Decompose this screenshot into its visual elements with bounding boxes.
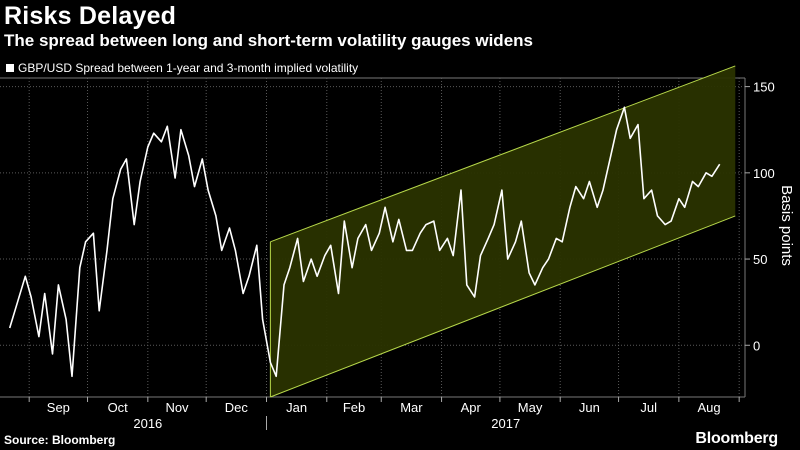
channel-lower-edge [270, 215, 736, 398]
x-tick-label: Apr [461, 400, 482, 415]
legend: GBP/USD Spread between 1-year and 3-mont… [6, 61, 358, 75]
x-year-label: 2017 [491, 416, 520, 431]
x-tick-label: Aug [697, 400, 720, 415]
chart-title: Risks Delayed [4, 2, 177, 30]
x-tick-label: Jul [640, 400, 657, 415]
channel-upper-edge [270, 65, 736, 243]
brand-logo: Bloomberg [695, 430, 778, 447]
x-tick-label: Oct [108, 400, 129, 415]
x-tick-label: May [518, 400, 543, 415]
x-tick-label: Jun [579, 400, 600, 415]
series-line [8, 106, 721, 378]
x-tick-label: Nov [165, 400, 189, 415]
y-axis-label: Basis points [778, 185, 795, 266]
x-tick-label: Dec [225, 400, 249, 415]
channel-band [270, 65, 736, 397]
y-tick-label: 50 [753, 252, 767, 267]
y-tick-label: 150 [753, 80, 775, 95]
x-year-label: 2016 [133, 416, 162, 431]
chart-subtitle: The spread between long and short-term v… [4, 31, 533, 50]
y-tick-label: 0 [753, 338, 760, 353]
legend-swatch [6, 64, 14, 72]
legend-label: GBP/USD Spread between 1-year and 3-mont… [18, 61, 359, 75]
x-tick-label: Feb [343, 400, 365, 415]
x-tick-label: Mar [400, 400, 423, 415]
x-tick-label: Sep [47, 400, 70, 415]
x-tick-label: Jan [286, 400, 307, 415]
y-tick-label: 100 [753, 166, 775, 181]
source-note: Source: Bloomberg [4, 433, 116, 447]
